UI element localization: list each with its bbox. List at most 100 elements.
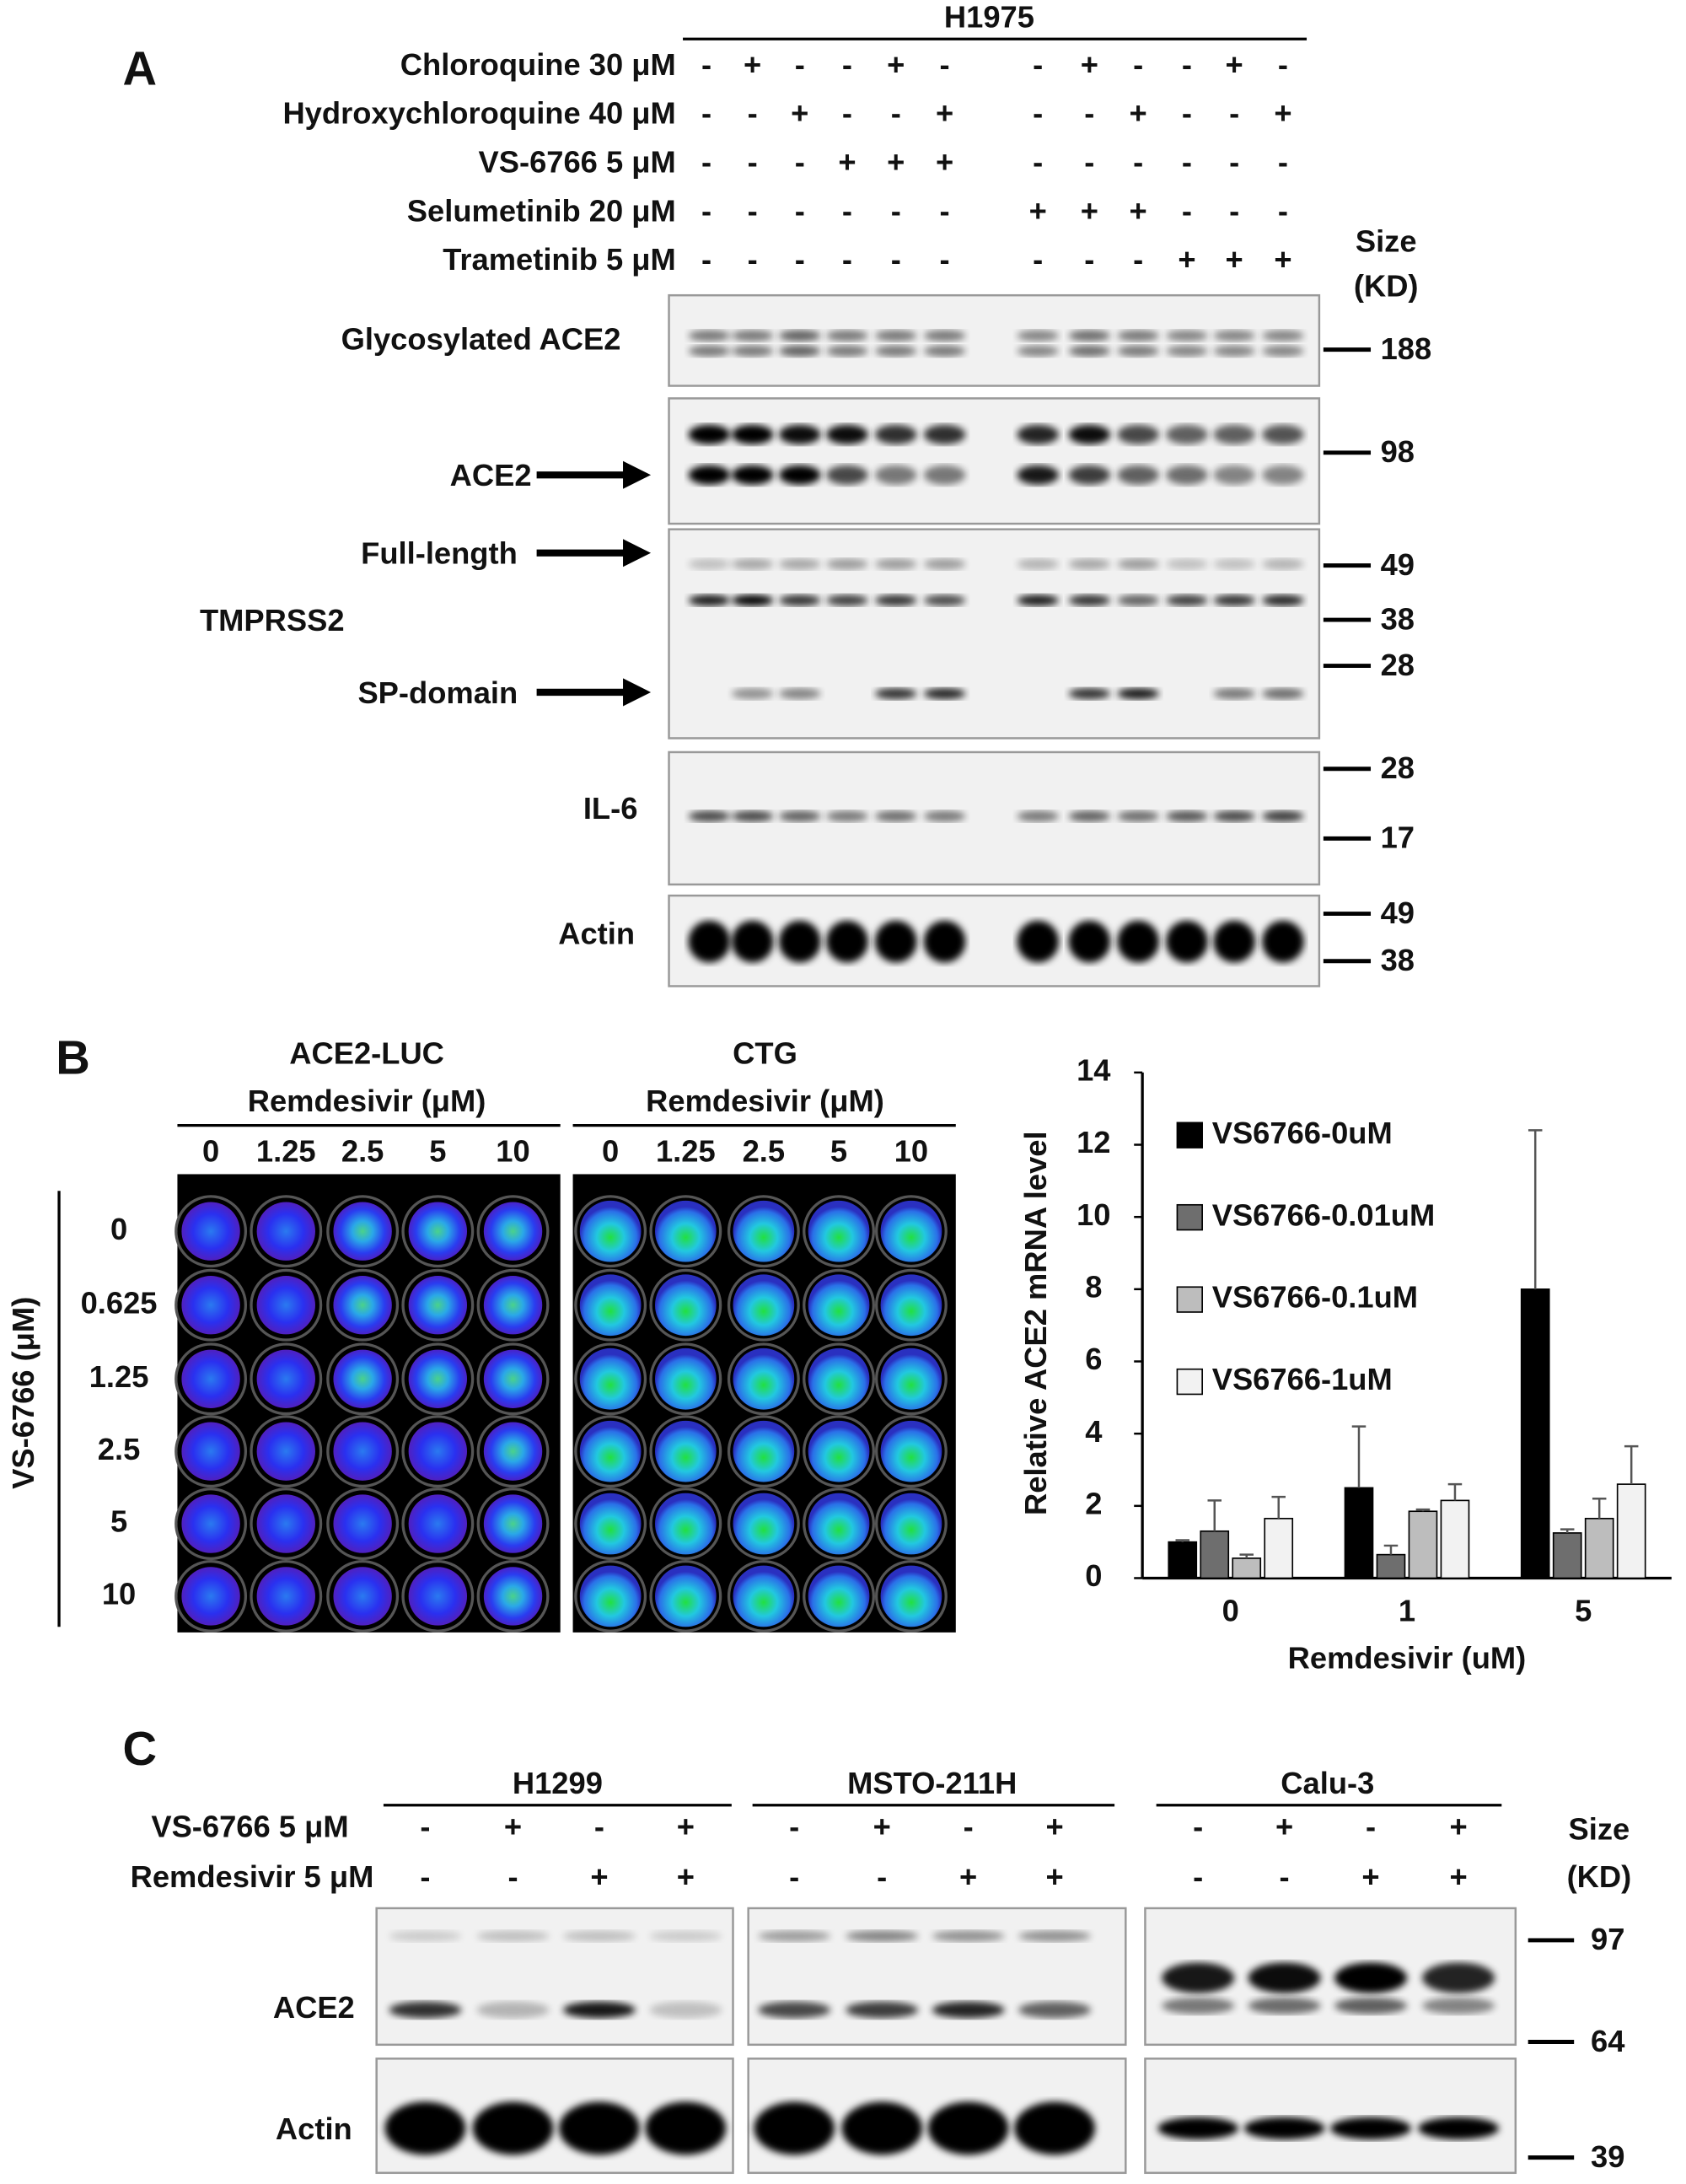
blot [668, 293, 1321, 387]
band [1017, 330, 1060, 342]
bar [1200, 1530, 1230, 1579]
band [1017, 810, 1060, 822]
band [779, 920, 821, 963]
well-ring [874, 1559, 948, 1633]
treatment-sign: + [590, 1859, 608, 1894]
band [645, 2101, 727, 2155]
well [808, 1274, 870, 1337]
treatment-sign: + [959, 1859, 977, 1894]
band [1117, 920, 1159, 963]
well [880, 1565, 942, 1627]
panel-letter: B [56, 1030, 90, 1084]
band [923, 594, 966, 606]
band [688, 424, 731, 444]
band [731, 810, 774, 822]
arrow-head [623, 678, 652, 707]
well [181, 1202, 240, 1261]
assay-subtitle: Remdesivir (μM) [646, 1084, 884, 1118]
bar [1376, 1553, 1406, 1579]
well [880, 1493, 942, 1555]
band [1166, 345, 1208, 357]
treatment-sign: - [1033, 47, 1043, 82]
well-ring [250, 1268, 323, 1342]
band [731, 594, 774, 606]
well [579, 1493, 642, 1555]
band [731, 424, 774, 444]
y-tick-label: 10 [1077, 1197, 1110, 1232]
band [826, 424, 868, 444]
band [826, 558, 868, 570]
band [1166, 330, 1208, 342]
blot-label: ACE2 [450, 458, 532, 492]
band [1068, 920, 1111, 963]
band [1213, 558, 1255, 570]
band [688, 465, 731, 485]
well-ring [874, 1195, 948, 1268]
well-ring [727, 1195, 800, 1268]
band [1262, 345, 1304, 357]
error-bar [1383, 1544, 1399, 1555]
band [846, 1930, 919, 1942]
treatment-sign: - [1033, 96, 1043, 131]
well-ring [574, 1195, 647, 1268]
treatment-sign: - [789, 1809, 799, 1843]
band [688, 594, 731, 606]
row-label: 5 [110, 1504, 127, 1539]
band [1166, 465, 1208, 485]
band [932, 2001, 1005, 2019]
treatment-sign: - [748, 96, 758, 131]
treatment-sign: - [748, 193, 758, 228]
treatment-sign: + [744, 47, 761, 82]
cell-line: H1299 [513, 1766, 603, 1800]
band [389, 1930, 462, 1942]
well-ring [401, 1195, 475, 1268]
well [733, 1565, 795, 1627]
band [1068, 345, 1111, 357]
well-ring [401, 1268, 475, 1342]
row-title: VS-6766 (μM) [6, 1297, 40, 1489]
band [841, 2101, 923, 2155]
well [880, 1200, 942, 1262]
band [1017, 594, 1060, 606]
cell-line: H1975 [944, 0, 1034, 35]
well-ring [175, 1195, 248, 1268]
bar [1168, 1541, 1198, 1579]
treatment-sign: - [701, 145, 711, 180]
treatment-sign: - [891, 242, 901, 277]
band [731, 345, 774, 357]
band [1334, 1997, 1407, 2015]
treatment-sign: - [1133, 47, 1143, 82]
size-header: (KD) [1354, 269, 1419, 304]
assay-subtitle: Remdesivir (μM) [248, 1084, 486, 1118]
band [1162, 1962, 1235, 1993]
band [758, 2001, 831, 2019]
band [754, 2101, 835, 2155]
treatment-sign: - [1084, 145, 1094, 180]
band [1068, 424, 1111, 444]
band [649, 2001, 722, 2019]
well [579, 1420, 642, 1482]
treatment-sign: + [887, 145, 905, 180]
band [779, 594, 821, 606]
treatment-sign: - [594, 1809, 604, 1843]
well-ring [326, 1559, 400, 1633]
treatment-sign: - [795, 145, 805, 180]
well-ring [326, 1195, 400, 1268]
marker-label: 64 [1591, 2024, 1625, 2058]
bar [1344, 1487, 1374, 1579]
x-tick-label: 0 [1222, 1593, 1239, 1627]
well-ring [649, 1195, 722, 1268]
treatment-sign: + [887, 47, 905, 82]
band [562, 1930, 636, 1942]
y-axis-label: Relative ACE2 mRNA level [1018, 1131, 1053, 1515]
marker-label: 38 [1381, 943, 1415, 977]
well [483, 1494, 543, 1553]
treatment-sign: - [1193, 1809, 1203, 1843]
well [408, 1202, 468, 1261]
treatment-sign: - [1133, 145, 1143, 180]
legend-swatch [1176, 1122, 1203, 1148]
band [1166, 920, 1208, 963]
well [333, 1276, 392, 1335]
well-ring [803, 1415, 875, 1488]
y-tick-label: 2 [1085, 1486, 1102, 1520]
